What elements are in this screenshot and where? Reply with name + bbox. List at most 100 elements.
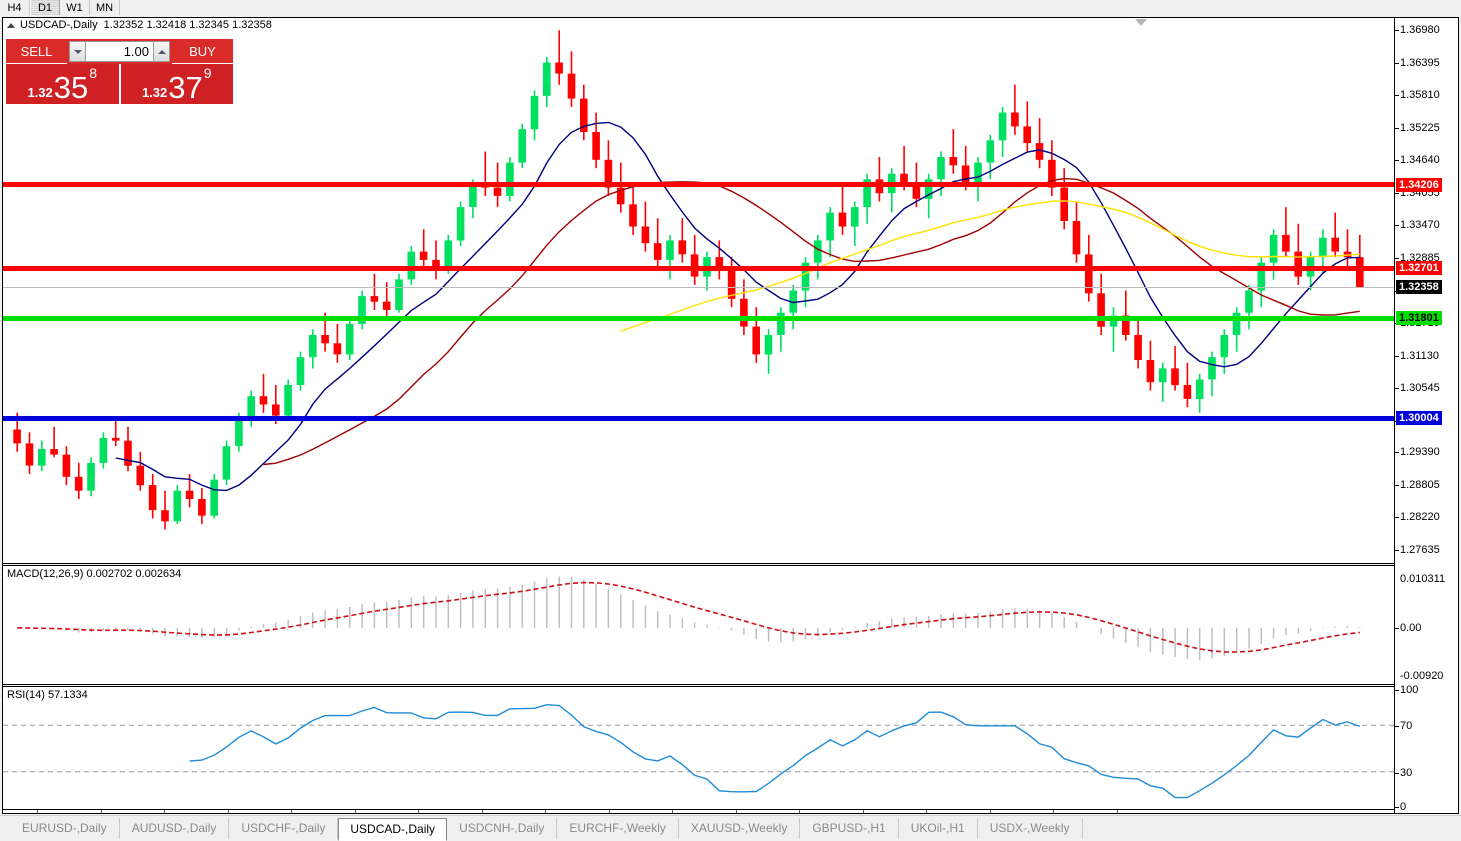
date-tick bbox=[926, 810, 927, 813]
rsi-scale-tick bbox=[1395, 806, 1399, 808]
one-click-trading-top-row: SELL 1.00 BUY bbox=[6, 39, 233, 64]
price-tick bbox=[1395, 127, 1399, 129]
price-tick-label: 1.31130 bbox=[1400, 349, 1439, 362]
chevron-up-icon bbox=[157, 49, 166, 54]
date-tick bbox=[100, 810, 102, 813]
sell-button[interactable]: SELL bbox=[6, 39, 67, 64]
horizontal-level-line[interactable] bbox=[3, 265, 1396, 271]
scroll-position-marker-icon bbox=[1135, 19, 1147, 26]
chart-header: USDCAD-,Daily 1.32352 1.32418 1.32345 1.… bbox=[3, 18, 1458, 32]
chart-tab-eurchf-weekly[interactable]: EURCHF-,Weekly bbox=[557, 818, 679, 839]
timeframe-tab-h4[interactable]: H4 bbox=[0, 0, 30, 15]
date-axis-label: 15 Jul 2019 bbox=[1025, 813, 1082, 814]
pane-separator-1[interactable] bbox=[3, 563, 1458, 566]
date-axis-label: 27 Jan 2019 bbox=[451, 813, 512, 814]
timeframe-tab-d1[interactable]: D1 bbox=[30, 0, 60, 15]
date-tick bbox=[37, 810, 38, 813]
price-tick bbox=[1395, 30, 1399, 32]
horizontal-level-line[interactable] bbox=[3, 286, 1396, 288]
chart-tab-usdx-weekly[interactable]: USDX-,Weekly bbox=[978, 818, 1083, 839]
date-axis-label: 2 Dec 2018 bbox=[263, 813, 319, 814]
date-tick bbox=[989, 810, 991, 813]
buy-price-big: 37 bbox=[168, 70, 203, 105]
chart-tab-ukoil-h1[interactable]: UKOil-,H1 bbox=[899, 818, 978, 839]
macd-label: MACD(12,26,9) 0.002702 0.002634 bbox=[7, 568, 182, 580]
date-axis-label: 2 Aug 2019 bbox=[1089, 813, 1145, 814]
price-level-label-support: 1.30004 bbox=[1396, 411, 1442, 426]
sell-price-tile[interactable]: 1.32 35 8 bbox=[6, 64, 119, 104]
price-tick bbox=[1395, 192, 1399, 194]
price-scale[interactable]: 1.36980 1.36395 1.35810 1.35225 1.34640 1.340… bbox=[1394, 18, 1458, 813]
rsi-scale-label: 30 bbox=[1400, 766, 1413, 779]
pane-separator-2[interactable] bbox=[3, 684, 1458, 687]
price-tick bbox=[1395, 95, 1399, 97]
date-tick bbox=[799, 810, 800, 813]
one-click-trading-prices: 1.32 35 8 1.32 37 9 bbox=[6, 64, 233, 104]
price-tick-label: 1.27635 bbox=[1400, 543, 1440, 556]
date-axis[interactable]: 18 Sep 2018 7 Oct 2018 25 Oct 201813 Nov 2… bbox=[3, 809, 1396, 814]
volume-stepper[interactable]: 1.00 bbox=[67, 39, 172, 64]
date-tick bbox=[672, 810, 673, 813]
date-axis-label: 25 Oct 2018 bbox=[134, 813, 194, 814]
price-tick bbox=[1395, 160, 1399, 162]
price-tick-label: 1.36395 bbox=[1400, 56, 1440, 69]
date-axis-label: 18 Sep 2018 bbox=[6, 813, 68, 814]
chart-tab-usdchf-daily[interactable]: USDCHF-,Daily bbox=[229, 818, 339, 839]
date-tick bbox=[545, 810, 546, 813]
chart-tab-usdcad-daily[interactable]: USDCAD-,Daily bbox=[338, 817, 448, 841]
timeframe-tab-mn[interactable]: MN bbox=[90, 0, 120, 15]
horizontal-level-line[interactable] bbox=[3, 415, 1396, 421]
chart-ohlc-values: 1.32352 1.32418 1.32345 1.32358 bbox=[103, 19, 272, 31]
price-tick-label: 1.36980 bbox=[1400, 24, 1440, 37]
horizontal-level-line[interactable] bbox=[3, 315, 1396, 321]
price-tick-label: 1.35225 bbox=[1400, 121, 1440, 134]
horizontal-level-line[interactable] bbox=[3, 182, 1396, 187]
date-tick bbox=[1116, 810, 1118, 813]
chevron-down-icon bbox=[73, 49, 82, 54]
buy-button[interactable]: BUY bbox=[172, 39, 233, 64]
macd-scale-label: -0.00920 bbox=[1400, 669, 1444, 682]
price-tick bbox=[1395, 355, 1399, 357]
timeframe-tab-w1[interactable]: W1 bbox=[60, 0, 90, 15]
date-axis-label: 20 May 2019 bbox=[831, 813, 895, 814]
chart-tab-eurusd-daily[interactable]: EURUSD-,Daily bbox=[10, 818, 120, 839]
rsi-scale-tick bbox=[1395, 772, 1399, 774]
macd-plot-area[interactable]: MACD(12,26,9) 0.002702 0.002634 bbox=[3, 567, 1396, 684]
chart-tab-gbpusd-h1[interactable]: GBPUSD-,H1 bbox=[800, 818, 899, 839]
date-tick bbox=[291, 810, 292, 813]
buy-price-tile[interactable]: 1.32 37 9 bbox=[120, 64, 233, 105]
price-plot-area[interactable] bbox=[3, 18, 1396, 563]
date-axis-label: 24 Mar 2019 bbox=[641, 813, 703, 814]
chart-tab-xauusd-weekly[interactable]: XAUUSD-,Weekly bbox=[679, 818, 801, 839]
price-level-label-support: 1.31801 bbox=[1396, 311, 1442, 326]
macd-scale-label: 0.00 bbox=[1400, 621, 1422, 634]
collapse-arrow-icon[interactable] bbox=[7, 22, 15, 28]
volume-decrease-button[interactable] bbox=[69, 41, 86, 62]
chart-symbol-label: USDCAD-,Daily bbox=[20, 19, 98, 31]
date-axis-label: 7 Jun 2019 bbox=[899, 813, 953, 814]
date-tick bbox=[418, 810, 419, 813]
date-tick bbox=[354, 810, 356, 813]
price-tick bbox=[1395, 517, 1399, 519]
chart-tab-usdcnh-daily[interactable]: USDCNH-,Daily bbox=[447, 818, 558, 839]
rsi-scale-label: 100 bbox=[1400, 684, 1419, 697]
date-tick bbox=[862, 810, 864, 813]
rsi-scale-label: 70 bbox=[1400, 719, 1413, 732]
price-tick bbox=[1395, 62, 1399, 64]
chart-window[interactable]: USDCAD-,Daily 1.32352 1.32418 1.32345 1.… bbox=[2, 17, 1459, 814]
timeframe-bar-spacer bbox=[120, 0, 1461, 15]
one-click-trading-panel[interactable]: SELL 1.00 BUY 1.32 35 8 1.32 37 9 bbox=[6, 39, 233, 104]
chart-tab-audusd-daily[interactable]: AUDUSD-,Daily bbox=[120, 818, 230, 839]
rsi-plot-area[interactable]: RSI(14) 57.1334 bbox=[3, 688, 1396, 809]
date-axis-label: 1 May 2019 bbox=[770, 813, 827, 814]
volume-increase-button[interactable] bbox=[153, 41, 170, 62]
chart-tab-bar: EURUSD-,Daily AUDUSD-,Daily USDCHF-,Daily U… bbox=[0, 815, 1461, 841]
volume-input[interactable]: 1.00 bbox=[86, 41, 153, 62]
buy-price-fraction: 9 bbox=[203, 65, 212, 81]
price-tick bbox=[1395, 484, 1399, 486]
price-level-label-resistance: 1.34206 bbox=[1396, 177, 1442, 192]
macd-chart-svg bbox=[16, 576, 1361, 660]
date-tick bbox=[164, 810, 165, 813]
date-axis-label: 14 Feb 2019 bbox=[514, 813, 576, 814]
date-axis-label: 26 Jun 2019 bbox=[959, 813, 1020, 814]
